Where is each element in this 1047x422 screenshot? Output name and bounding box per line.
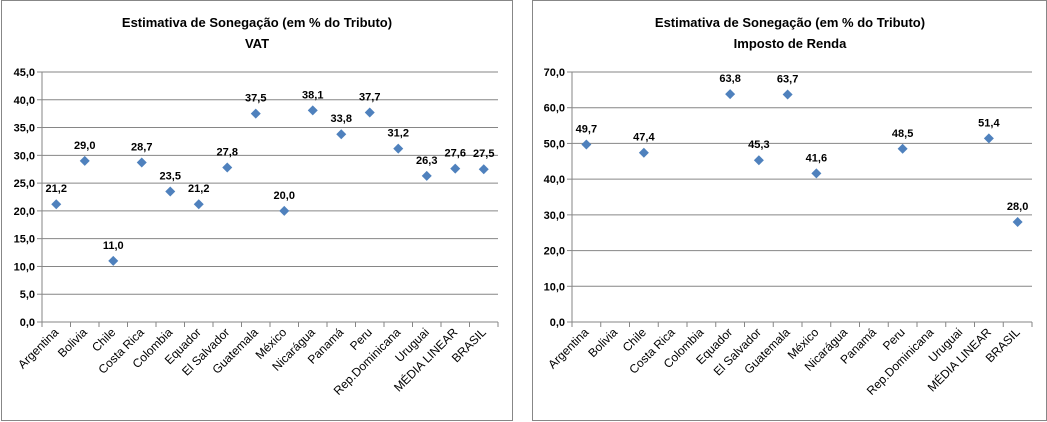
data-label: 63,7 — [777, 74, 798, 86]
y-tick-label: 30,0 — [14, 150, 35, 162]
data-label: 45,3 — [748, 139, 769, 151]
x-tick-label: Argentina — [15, 325, 61, 371]
data-point-marker — [782, 89, 793, 100]
data-label: 21,2 — [188, 183, 209, 195]
data-point-marker — [725, 89, 736, 100]
y-tick-label: 25,0 — [14, 178, 35, 190]
data-point-marker — [193, 199, 204, 210]
data-label: 49,7 — [576, 124, 597, 136]
y-tick-label: 60,0 — [544, 103, 565, 115]
data-label: 51,4 — [978, 117, 1000, 129]
y-tick-label: 35,0 — [14, 123, 35, 135]
y-tick-label: 40,0 — [544, 174, 565, 186]
data-point-marker — [897, 143, 908, 154]
data-label: 38,1 — [302, 89, 323, 101]
data-point-marker — [136, 157, 147, 168]
data-label: 37,5 — [245, 93, 266, 105]
data-point-marker — [222, 162, 233, 173]
data-label: 33,8 — [331, 113, 352, 125]
data-label: 28,7 — [131, 142, 152, 154]
data-label: 37,7 — [359, 92, 380, 104]
data-point-marker — [1012, 217, 1023, 227]
data-point-marker — [279, 205, 290, 216]
y-tick-label: 40,0 — [14, 95, 35, 107]
x-tick-label: Argentina — [545, 325, 591, 371]
data-label: 20,0 — [274, 190, 295, 202]
data-point-marker — [450, 163, 461, 174]
data-point-marker — [108, 255, 119, 266]
y-tick-label: 45,0 — [14, 67, 35, 79]
chart-imposto-de-renda: Estimativa de Sonegação (em % do Tributo… — [544, 15, 1033, 398]
y-tick-label: 5,0 — [20, 289, 35, 301]
data-label: 31,2 — [388, 128, 409, 140]
data-label: 27,5 — [473, 148, 494, 160]
data-point-marker — [364, 107, 375, 118]
chart-vat: Estimativa de Sonegação (em % do Tributo… — [14, 15, 499, 398]
data-label: 47,4 — [633, 132, 655, 144]
data-label: 26,3 — [416, 155, 437, 167]
y-tick-label: 70,0 — [544, 67, 565, 79]
y-tick-label: 10,0 — [14, 261, 35, 273]
chart-panel-imposto-de-renda: Estimativa de Sonegação (em % do Tributo… — [532, 0, 1047, 421]
y-tick-label: 20,0 — [544, 246, 565, 258]
data-point-marker — [51, 199, 62, 210]
data-label: 28,0 — [1007, 201, 1028, 213]
data-point-marker — [478, 164, 489, 175]
x-tick-label: Bolivia — [55, 325, 90, 360]
data-label: 41,6 — [806, 152, 827, 164]
y-tick-label: 20,0 — [14, 206, 35, 218]
data-point-marker — [581, 139, 592, 150]
y-tick-label: 0,0 — [20, 317, 35, 329]
chart-title: Estimativa de Sonegação (em % do Tributo… — [655, 15, 925, 30]
data-point-marker — [753, 155, 764, 166]
x-tick-label: Bolivia — [585, 325, 620, 360]
data-point-marker — [638, 147, 649, 158]
data-point-marker — [393, 143, 404, 154]
data-label: 23,5 — [160, 170, 181, 182]
y-tick-label: 15,0 — [14, 234, 35, 246]
data-label: 63,8 — [719, 73, 740, 85]
data-point-marker — [421, 170, 432, 181]
data-point-marker — [165, 186, 176, 197]
data-point-marker — [250, 108, 261, 119]
data-label: 29,0 — [74, 140, 95, 152]
y-tick-label: 0,0 — [550, 317, 565, 329]
y-tick-label: 50,0 — [544, 138, 565, 150]
y-tick-label: 30,0 — [544, 210, 565, 222]
data-label: 27,6 — [445, 148, 466, 160]
chart-title: Estimativa de Sonegação (em % do Tributo… — [122, 15, 392, 30]
data-point-marker — [983, 133, 994, 144]
y-tick-label: 10,0 — [544, 281, 565, 293]
data-label: 11,0 — [103, 240, 124, 252]
data-label: 21,2 — [46, 183, 67, 195]
data-point-marker — [307, 105, 318, 116]
data-point-marker — [811, 168, 822, 179]
data-label: 27,8 — [217, 147, 238, 159]
data-label: 48,5 — [892, 128, 913, 140]
chart-subtitle: Imposto de Renda — [734, 36, 847, 51]
data-point-marker — [79, 155, 90, 166]
data-point-marker — [336, 129, 347, 140]
chart-panel-vat: Estimativa de Sonegação (em % do Tributo… — [1, 0, 513, 421]
chart-subtitle: VAT — [245, 36, 269, 51]
